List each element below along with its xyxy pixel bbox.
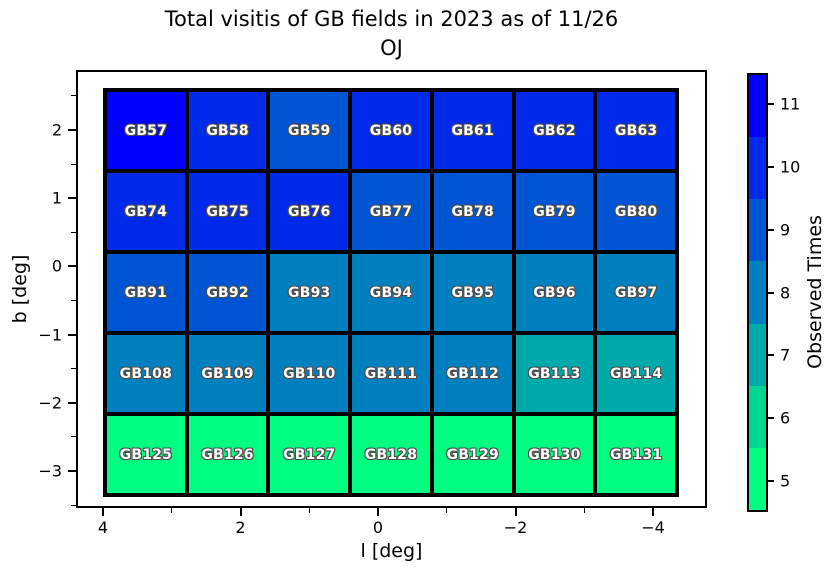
- y-minor-tick: [71, 368, 76, 370]
- y-tick: [68, 197, 76, 200]
- field-cell: GB76: [270, 173, 349, 250]
- field-cell: GB131: [597, 416, 675, 493]
- y-tick-label: −3: [38, 461, 62, 481]
- field-cell: GB97: [597, 254, 675, 331]
- field-cell: GB112: [433, 335, 512, 412]
- field-cell: GB75: [188, 173, 267, 250]
- plot-title-line1: Total visitis of GB fields in 2023 as of…: [164, 7, 619, 31]
- x-tick-label: −4: [641, 518, 665, 537]
- colorbar: [747, 73, 768, 512]
- colorbar-tick: [768, 354, 774, 357]
- colorbar-label: Observed Times: [804, 215, 826, 369]
- y-tick-label: −2: [38, 393, 62, 413]
- y-tick: [68, 401, 76, 404]
- x-minor-tick: [583, 508, 585, 513]
- y-tick: [68, 470, 76, 472]
- field-cell: GB91: [107, 254, 185, 331]
- y-tick: [68, 333, 76, 336]
- field-cell: GB58: [188, 92, 267, 169]
- colorbar-tick: [768, 291, 774, 294]
- x-minor-tick: [308, 508, 310, 513]
- y-tick-label: −1: [38, 325, 62, 345]
- x-minor-tick: [171, 508, 173, 513]
- y-minor-tick: [71, 163, 76, 165]
- field-cell: GB126: [188, 416, 267, 493]
- x-minor-tick: [446, 508, 448, 513]
- field-cell: GB93: [270, 254, 349, 331]
- y-tick: [68, 265, 76, 268]
- x-tick-label: 2: [235, 518, 246, 537]
- x-tick: [239, 508, 242, 516]
- field-cell: GB109: [188, 335, 267, 412]
- field-cell: GB127: [270, 416, 349, 493]
- colorbar-segment: [749, 323, 766, 386]
- colorbar-segment: [749, 385, 766, 448]
- colorbar-tick-label: 9: [780, 220, 791, 240]
- field-cell: GB125: [107, 416, 185, 493]
- x-tick-label: 4: [97, 518, 109, 537]
- field-cell: GB94: [352, 254, 430, 331]
- field-cell: GB130: [515, 416, 594, 493]
- field-cell: GB78: [433, 173, 512, 250]
- y-minor-tick: [71, 95, 76, 97]
- field-cell: GB111: [352, 335, 430, 412]
- colorbar-tick: [768, 166, 774, 169]
- field-cell: GB77: [352, 173, 430, 250]
- field-cell: GB108: [107, 335, 185, 412]
- field-grid: GB57 GB58 GB59 GB60 GB61 GB62 GB63 GB74 GB75 GB76…: [103, 88, 679, 497]
- y-minor-tick: [71, 231, 76, 233]
- x-tick-label: −2: [503, 518, 528, 537]
- colorbar-tick: [768, 228, 774, 231]
- y-minor-tick: [71, 436, 76, 438]
- y-minor-tick: [71, 300, 76, 301]
- colorbar-tick-label: 5: [780, 471, 791, 491]
- y-tick-label: 1: [51, 188, 62, 208]
- x-tick: [652, 508, 654, 516]
- y-tick: [68, 129, 76, 131]
- colorbar-tick-label: 10: [780, 157, 801, 177]
- colorbar-segment: [749, 75, 766, 138]
- field-cell: GB114: [597, 335, 675, 412]
- axes-box: [76, 70, 707, 508]
- colorbar-segment: [749, 137, 766, 200]
- x-tick: [514, 508, 517, 516]
- field-cell: GB57: [107, 92, 185, 169]
- field-cell: GB96: [515, 254, 594, 331]
- x-tick: [377, 508, 379, 516]
- colorbar-tick: [768, 479, 774, 482]
- x-axis-label: l [deg]: [360, 540, 423, 562]
- field-cell: GB61: [433, 92, 512, 169]
- plot-title-line2: OJ: [380, 36, 403, 61]
- field-cell: GB110: [270, 335, 349, 412]
- field-cell: GB113: [515, 335, 594, 412]
- field-cell: GB74: [107, 173, 185, 250]
- field-cell: GB59: [270, 92, 349, 169]
- colorbar-tick-label: 7: [780, 345, 791, 365]
- field-cell: GB63: [597, 92, 675, 169]
- field-cell: GB80: [597, 173, 675, 250]
- colorbar-tick-label: 11: [780, 94, 801, 114]
- colorbar-tick: [768, 103, 774, 106]
- y-tick-label: 0: [51, 256, 62, 276]
- colorbar-segment: [749, 261, 766, 324]
- colorbar-segment: [749, 199, 766, 262]
- colorbar-tick-label: 6: [780, 408, 791, 428]
- colorbar-tick-label: 8: [780, 283, 791, 302]
- field-cell: GB62: [515, 92, 594, 169]
- x-tick-label: 0: [372, 518, 384, 537]
- plot-title: Total visitis of GB fields in 2023 as of…: [76, 5, 707, 64]
- field-cell: GB92: [188, 254, 267, 331]
- y-minor-tick: [71, 504, 76, 506]
- field-cell: GB128: [352, 416, 430, 493]
- colorbar-segment: [749, 447, 766, 510]
- colorbar-tick: [768, 416, 774, 419]
- y-tick-label: 2: [51, 120, 62, 140]
- field-cell: GB60: [352, 92, 430, 169]
- x-tick: [102, 508, 104, 516]
- field-cell: GB95: [433, 254, 512, 331]
- field-cell: GB129: [433, 416, 512, 493]
- field-cell: GB79: [515, 173, 594, 250]
